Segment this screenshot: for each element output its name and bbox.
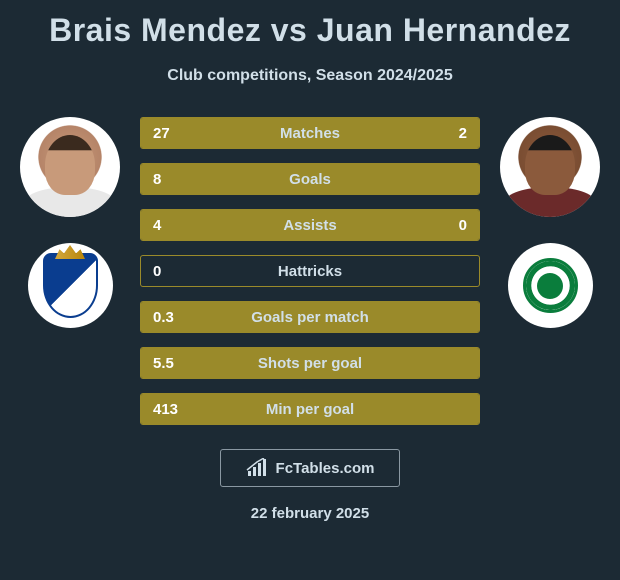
avatar-head	[525, 135, 575, 195]
stat-value-left: 0.3	[153, 309, 174, 326]
stat-label: Goals per match	[251, 309, 369, 326]
stat-value-right: 0	[459, 217, 467, 234]
badge-shield	[43, 253, 98, 318]
badge-crown-icon	[55, 245, 85, 259]
chart-icon	[246, 458, 270, 478]
footer-date: 22 february 2025	[0, 505, 620, 522]
player-right-avatar	[500, 117, 600, 217]
stat-bar: 413 Min per goal	[140, 393, 480, 425]
stat-label: Assists	[283, 217, 336, 234]
stat-value-left: 27	[153, 125, 170, 142]
stat-bar: 4 Assists 0	[140, 209, 480, 241]
stat-value-left: 5.5	[153, 355, 174, 372]
brand-logo[interactable]: FcTables.com	[220, 449, 400, 487]
stat-label: Matches	[280, 125, 340, 142]
comparison-container: 27 Matches 2 8 Goals 4 Assists 0 0 Hattricks 0.3 Go…	[0, 117, 620, 425]
stat-label: Min per goal	[266, 401, 354, 418]
stat-value-left: 8	[153, 171, 161, 188]
stat-bar: 0.3 Goals per match	[140, 301, 480, 333]
avatar-head	[45, 135, 95, 195]
stat-value-left: 413	[153, 401, 178, 418]
stat-label: Hattricks	[278, 263, 342, 280]
stat-value-left: 4	[153, 217, 161, 234]
stat-bar: 27 Matches 2	[140, 117, 480, 149]
right-column	[490, 117, 610, 328]
badge-circle	[523, 258, 578, 313]
stat-value-right: 2	[459, 125, 467, 142]
brand-text: FcTables.com	[276, 460, 375, 477]
stat-bar: 8 Goals	[140, 163, 480, 195]
stat-value-left: 0	[153, 263, 161, 280]
club-left-badge	[28, 243, 113, 328]
club-right-badge	[508, 243, 593, 328]
player-left-avatar	[20, 117, 120, 217]
stat-bar: 0 Hattricks	[140, 255, 480, 287]
stat-bar: 5.5 Shots per goal	[140, 347, 480, 379]
stats-column: 27 Matches 2 8 Goals 4 Assists 0 0 Hattricks 0.3 Go…	[130, 117, 490, 425]
left-column	[10, 117, 130, 328]
stat-label: Goals	[289, 171, 331, 188]
page-title: Brais Mendez vs Juan Hernandez	[0, 0, 620, 49]
stat-label: Shots per goal	[258, 355, 362, 372]
subtitle: Club competitions, Season 2024/2025	[0, 67, 620, 85]
